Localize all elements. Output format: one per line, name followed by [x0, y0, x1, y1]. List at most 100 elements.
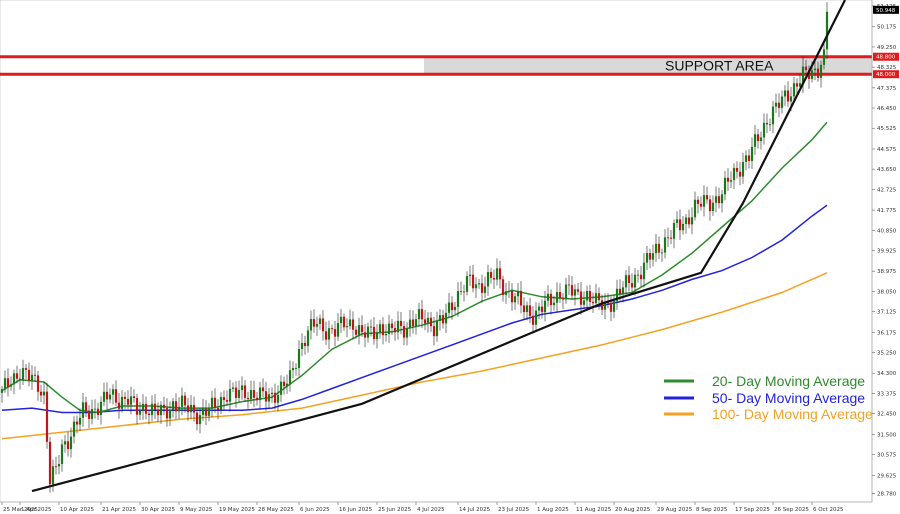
candle: [507, 281, 511, 299]
candle-body: [567, 284, 571, 286]
candle-body: [684, 217, 688, 224]
candle-body: [9, 384, 13, 387]
candle-body: [276, 394, 280, 403]
candle-body: [795, 83, 799, 87]
candle-body: [324, 331, 328, 340]
x-tick-label: 25 Mar 2025: [3, 507, 38, 513]
candle-body: [216, 407, 220, 410]
y-tick-label: 44.575: [877, 147, 897, 153]
candle: [699, 196, 703, 211]
candle-body: [294, 367, 298, 369]
x-tick-label: 23 Jul 2025: [498, 507, 530, 513]
candle: [651, 244, 655, 267]
candle: [534, 302, 538, 332]
candle: [144, 396, 148, 420]
y-tick-label: 38.975: [877, 269, 897, 275]
candle-body: [384, 333, 388, 336]
candle: [42, 381, 46, 405]
y-tick-label: 35.250: [877, 350, 897, 356]
y-tick-label: 28.780: [877, 492, 897, 498]
legend-item-sma-20: 20- Day Moving Average: [664, 373, 865, 389]
candle: [18, 368, 22, 390]
candle-body: [672, 222, 676, 239]
candle: [297, 340, 301, 377]
candle: [615, 279, 619, 310]
candle-body: [180, 395, 184, 407]
candle-body: [213, 397, 217, 408]
candle-body: [198, 415, 202, 425]
candle-body: [729, 180, 733, 182]
x-tick-label: 19 May 2025: [219, 507, 255, 513]
candle-body: [660, 252, 664, 254]
candle: [639, 265, 643, 287]
candle-body: [738, 171, 742, 177]
candle-body: [705, 195, 709, 200]
candle: [216, 399, 220, 420]
last-price-tag-text: 50.948: [876, 8, 896, 14]
candle: [186, 397, 190, 421]
plot-area: [0, 0, 873, 503]
candle-body: [771, 106, 775, 125]
y-tick-label: 41.775: [877, 208, 897, 214]
candle: [108, 388, 112, 404]
candle: [657, 236, 661, 260]
candle: [579, 282, 583, 315]
candle: [738, 162, 742, 186]
candle-body: [240, 385, 244, 391]
candle-body: [147, 413, 151, 416]
candle: [360, 315, 364, 337]
candle-body: [810, 70, 814, 80]
candle-body: [141, 403, 145, 411]
candle: [408, 310, 412, 337]
candle-body: [297, 348, 301, 368]
candle: [768, 118, 772, 132]
candle-body: [93, 408, 97, 410]
x-tick-label: 1 Apr 2025: [21, 507, 52, 513]
candle: [126, 390, 130, 409]
y-tick-label: 32.450: [877, 412, 897, 418]
candle-body: [654, 243, 658, 254]
candle: [309, 310, 313, 340]
candle-body: [162, 404, 166, 409]
candle: [531, 306, 535, 334]
candle: [813, 58, 817, 81]
candle-body: [561, 297, 565, 300]
candle: [771, 100, 775, 134]
candle-body: [45, 391, 49, 442]
candle: [183, 392, 187, 413]
candle: [402, 320, 406, 346]
candle: [15, 365, 19, 384]
candle-body: [678, 219, 682, 231]
candle-body: [159, 404, 163, 416]
candle-body: [747, 155, 751, 161]
candle: [141, 394, 145, 420]
candle: [180, 387, 184, 416]
candle-body: [690, 217, 694, 225]
candle-body: [543, 300, 547, 313]
candle: [441, 309, 445, 329]
candle-body: [453, 306, 457, 311]
candle-body: [636, 274, 640, 276]
candle-body: [321, 318, 325, 332]
candle-body: [432, 326, 436, 337]
candle-body: [525, 305, 529, 313]
candle-body: [711, 202, 715, 212]
candle-body: [126, 398, 130, 405]
candle: [630, 273, 634, 295]
candle: [72, 416, 76, 444]
candle-body: [192, 404, 196, 413]
candle: [621, 280, 625, 303]
x-tick-label: 6 Jun 2025: [300, 507, 330, 513]
candle: [669, 230, 673, 245]
candle-body: [27, 369, 31, 381]
y-tick-label: 37.125: [877, 310, 897, 316]
candle: [702, 185, 706, 217]
candle-body: [726, 177, 730, 182]
candle-body: [450, 302, 454, 311]
candle: [282, 376, 286, 395]
candle: [243, 380, 247, 403]
candle-body: [591, 301, 595, 304]
candle: [597, 287, 601, 310]
candle: [384, 324, 388, 342]
